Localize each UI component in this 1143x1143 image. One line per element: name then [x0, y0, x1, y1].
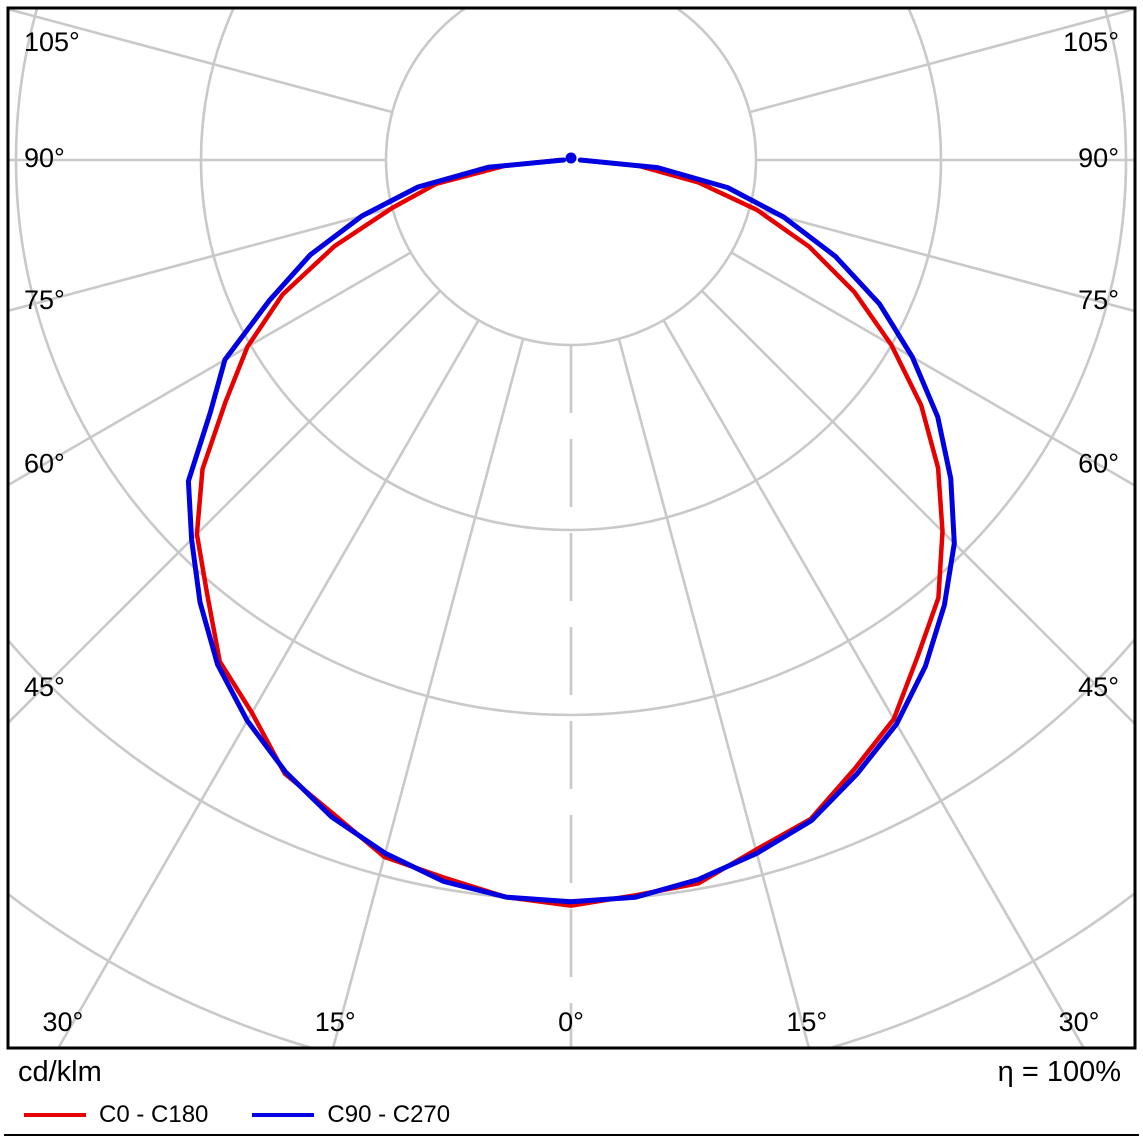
grid-radial-line	[700, 289, 1134, 725]
angle-tick-label: 15°	[786, 1007, 827, 1037]
angle-tick-label: 105°	[1063, 27, 1119, 57]
legend-swatch-c90-c270	[252, 1113, 315, 1117]
angle-labels: 105° 105° 90° 90° 75° 75° 60° 60° 45° 45° 30° 15° 0°…	[24, 27, 1119, 1037]
grid-radial-line	[57, 319, 480, 1047]
grid-radial-line	[662, 319, 1085, 1047]
legend-swatch-c0-c180	[24, 1113, 86, 1117]
angle-tick-label: 90°	[24, 143, 65, 173]
footer-divider	[4, 1134, 1139, 1136]
grid-radial-line	[9, 206, 393, 312]
angle-tick-label: 30°	[43, 1007, 84, 1037]
angle-tick-label: 30°	[1059, 1007, 1100, 1037]
efficiency-label: η = 100%	[997, 1056, 1121, 1088]
plot-border	[6, 6, 1137, 1050]
angle-tick-label: 45°	[1078, 672, 1119, 702]
grid-radial-line	[9, 289, 442, 724]
grid-radial-line	[331, 338, 525, 1047]
legend-label-c90-c270: C90 - C270	[327, 1101, 451, 1128]
unit-label: cd/klm	[18, 1056, 102, 1088]
grid-radial-line	[730, 251, 1134, 487]
angle-tick-label: 15°	[315, 1007, 356, 1037]
grid-ring	[384, 9, 758, 347]
grid-radial-line	[617, 338, 811, 1047]
grid-radial-line	[749, 9, 1134, 114]
pole-dot	[565, 152, 577, 164]
curve-c90-c270	[185, 157, 957, 905]
angle-tick-label: 90°	[1078, 143, 1119, 173]
angle-tick-label: 75°	[24, 285, 65, 315]
grid-radial-line	[9, 251, 412, 486]
legend-label-c0-c180: C0 - C180	[99, 1101, 209, 1128]
angle-tick-label: 75°	[1078, 285, 1119, 315]
curve-c0-c180	[194, 157, 945, 908]
chart-legend: C0 - C180 C90 - C270	[24, 1101, 450, 1129]
grid-radial-line	[9, 9, 393, 114]
angle-tick-label: 60°	[1078, 449, 1119, 479]
angle-tick-label: 105°	[24, 27, 80, 57]
angle-tick-label: 45°	[24, 672, 65, 702]
grid-radial-line	[749, 206, 1134, 313]
angle-tick-label: 60°	[24, 449, 65, 479]
angle-tick-label: 0°	[558, 1007, 584, 1037]
